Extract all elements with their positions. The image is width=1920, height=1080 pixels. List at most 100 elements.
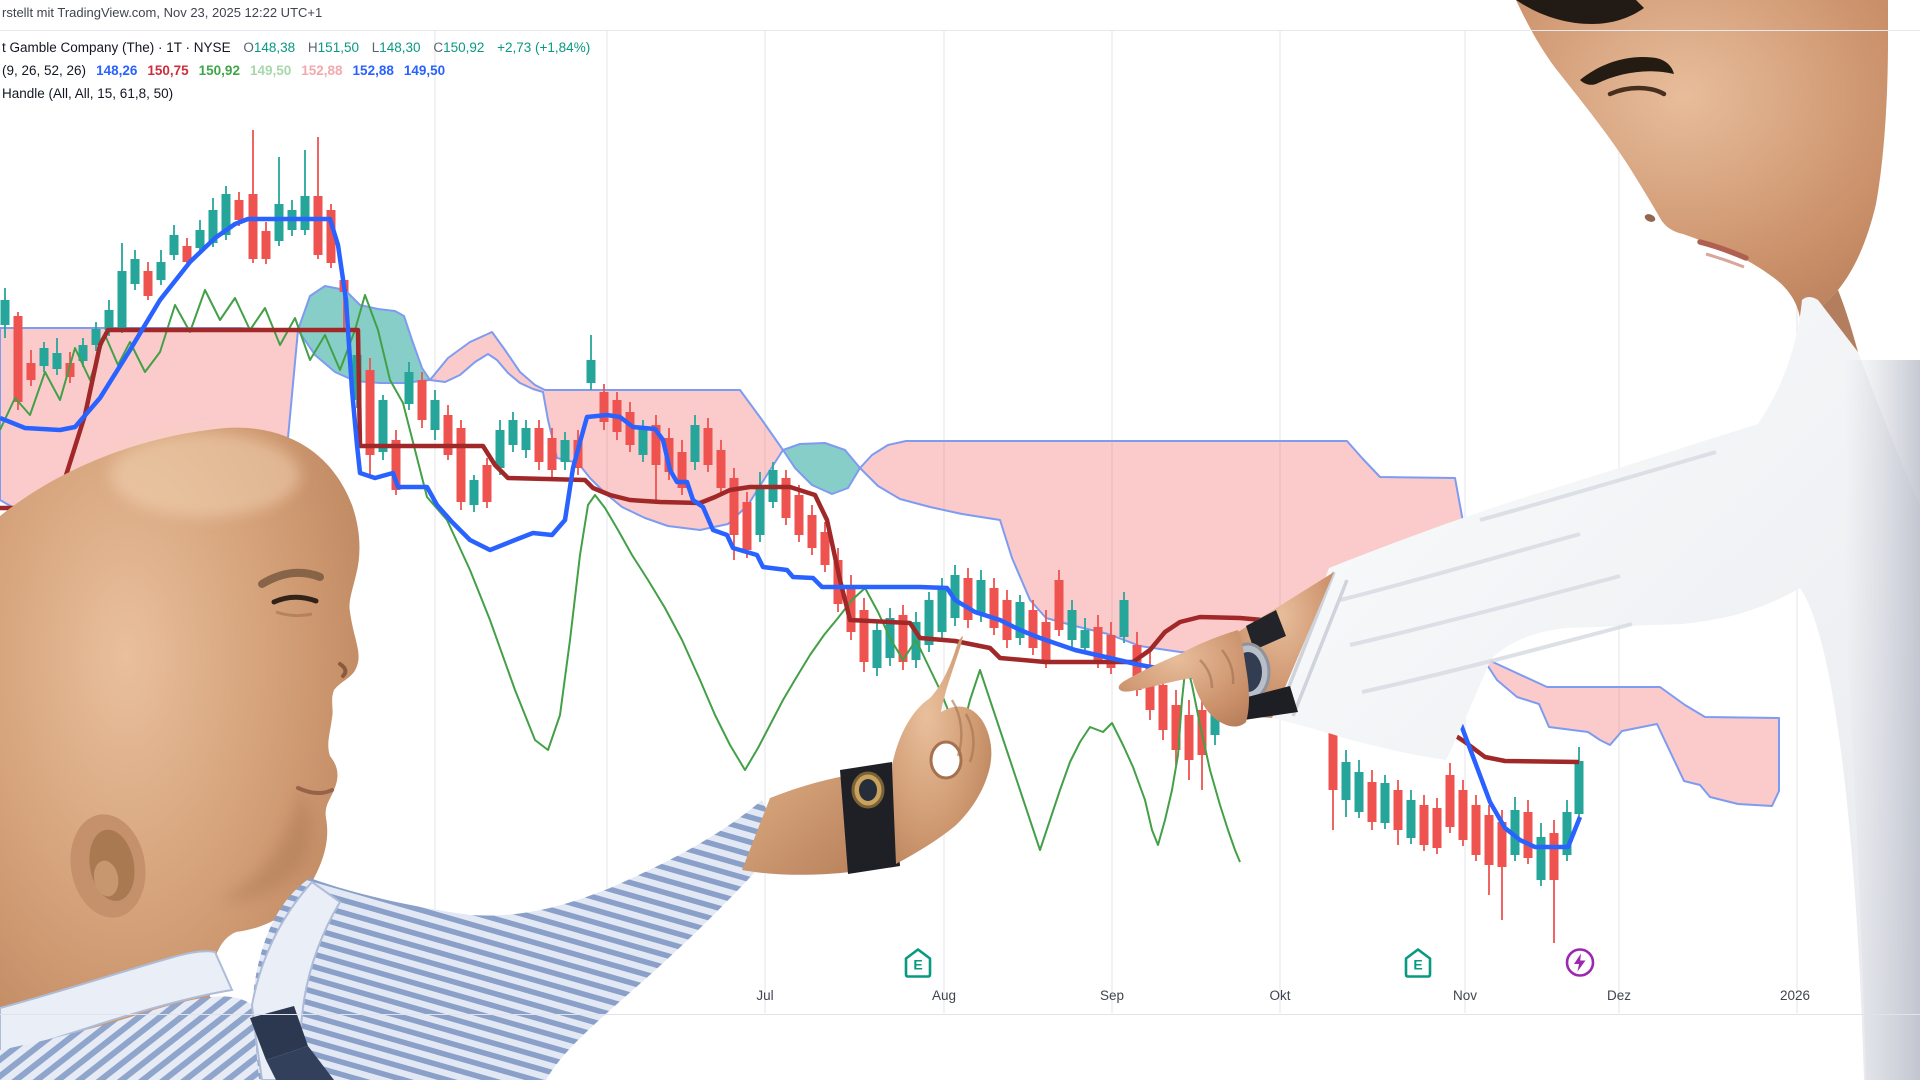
right-analyst-face	[1516, 0, 1888, 318]
candle-up	[1380, 783, 1390, 823]
candle-up	[560, 440, 570, 462]
candle-up	[39, 348, 49, 366]
candle-up	[1080, 630, 1090, 648]
candle-up	[469, 480, 479, 505]
low-value: 148,30	[379, 40, 421, 55]
candle-down	[417, 380, 427, 420]
candle-up	[521, 428, 531, 450]
candle-down	[365, 370, 375, 455]
candle-down	[1445, 775, 1455, 827]
ichimoku-value: 150,75	[147, 63, 189, 78]
candle-down	[143, 271, 153, 296]
attribution-text: rstellt mit TradingView.com, Nov 23, 202…	[2, 5, 323, 20]
candle-down	[846, 585, 856, 632]
candle-down	[391, 440, 401, 490]
right-analyst-watch-strap-bottom	[1236, 686, 1298, 720]
candle-down	[794, 495, 804, 535]
right-analyst-knuckle-lines	[1199, 649, 1235, 689]
left-analyst-head	[0, 427, 360, 1080]
open-label: O	[243, 40, 254, 55]
left-analyst-finger-lines	[950, 699, 975, 763]
candle-down	[742, 502, 752, 550]
ichimoku-value: 149,50	[249, 63, 292, 78]
candles	[0, 130, 1584, 943]
candle-down	[26, 363, 36, 380]
candle-down	[963, 578, 973, 620]
candle-up	[755, 485, 765, 535]
right-analyst-nostril	[1644, 214, 1656, 222]
change-value: +2,73 (+1,84%)	[497, 40, 591, 55]
candle-down	[677, 452, 687, 488]
candle-up	[1341, 762, 1351, 800]
candle-down	[833, 560, 843, 604]
ichimoku-status-line[interactable]: (9, 26, 52, 26) 148,26 150,75 150,92 149,50 1…	[2, 64, 445, 78]
candle-down	[1432, 808, 1442, 848]
right-analyst-hair	[1516, 0, 1644, 24]
indicator2-status-line[interactable]: Handle (All, All, 15, 61,8, 50)	[2, 86, 174, 101]
candle-down	[859, 610, 869, 662]
candle-up	[690, 425, 700, 462]
candle-up	[91, 329, 101, 345]
candle-down	[651, 425, 661, 465]
low-label: L	[371, 40, 380, 55]
candle-down	[1484, 815, 1494, 865]
left-analyst-nostril	[338, 662, 348, 678]
candle-down	[1184, 715, 1194, 760]
candle-down	[1054, 580, 1064, 630]
left-analyst-eyebrow	[258, 568, 324, 588]
left-analyst-tie-knot	[250, 1006, 308, 1060]
candle-down	[248, 194, 258, 259]
candle-up	[872, 630, 882, 668]
candle-up	[430, 400, 440, 430]
candle-down	[1458, 790, 1468, 840]
candle-up	[195, 230, 205, 248]
candle-up	[937, 588, 947, 632]
left-analyst-ok-hole	[929, 740, 963, 780]
candle-down	[1171, 705, 1181, 750]
right-analyst-eye	[1607, 85, 1667, 97]
left-analyst-shirt	[0, 996, 260, 1080]
left-analyst-mouth	[296, 786, 334, 795]
close-value: 150,92	[443, 40, 485, 55]
candle-down	[1002, 600, 1012, 640]
candle-up	[404, 372, 414, 404]
ichimoku-value: 149,50	[403, 63, 446, 78]
right-analyst-lip-shadow	[1705, 252, 1745, 269]
candle-down	[625, 412, 635, 445]
high-label: H	[307, 40, 318, 55]
candle-up	[274, 204, 284, 241]
candle-up	[208, 210, 218, 243]
open-value: 148,38	[253, 40, 296, 55]
symbol-line: t Gamble Company (The) · 1T · NYSE O148,…	[2, 41, 590, 55]
candle-up	[586, 360, 596, 383]
candle-down	[234, 200, 244, 220]
candle-down	[1328, 700, 1338, 790]
candle-down	[807, 515, 817, 548]
candle-down	[13, 316, 23, 402]
candle-down	[1132, 645, 1142, 690]
left-analyst-eye-shadow	[275, 610, 313, 618]
candle-up	[104, 310, 114, 330]
left-analyst-crown-highlight	[110, 433, 300, 517]
candle-down	[326, 210, 336, 263]
symbol-title[interactable]: t Gamble Company (The) · 1T · NYSE	[2, 40, 231, 55]
candle-up	[78, 345, 88, 361]
right-analyst-sleeve-folds	[1339, 450, 1717, 694]
candle-down	[781, 478, 791, 518]
candle-up	[495, 430, 505, 468]
candle-down	[182, 246, 192, 262]
chikou-span-line	[0, 289, 1241, 863]
candle-down	[1158, 685, 1168, 730]
candle-up	[1354, 772, 1364, 812]
candle-down	[1471, 805, 1481, 855]
candle-down	[989, 588, 999, 628]
candle-up	[638, 428, 648, 455]
candle-up	[300, 196, 310, 230]
candle-up	[1406, 800, 1416, 838]
candle-up	[924, 600, 934, 645]
axis-separator	[0, 1014, 1920, 1015]
candle-up	[1067, 610, 1077, 640]
candle-up	[976, 580, 986, 615]
